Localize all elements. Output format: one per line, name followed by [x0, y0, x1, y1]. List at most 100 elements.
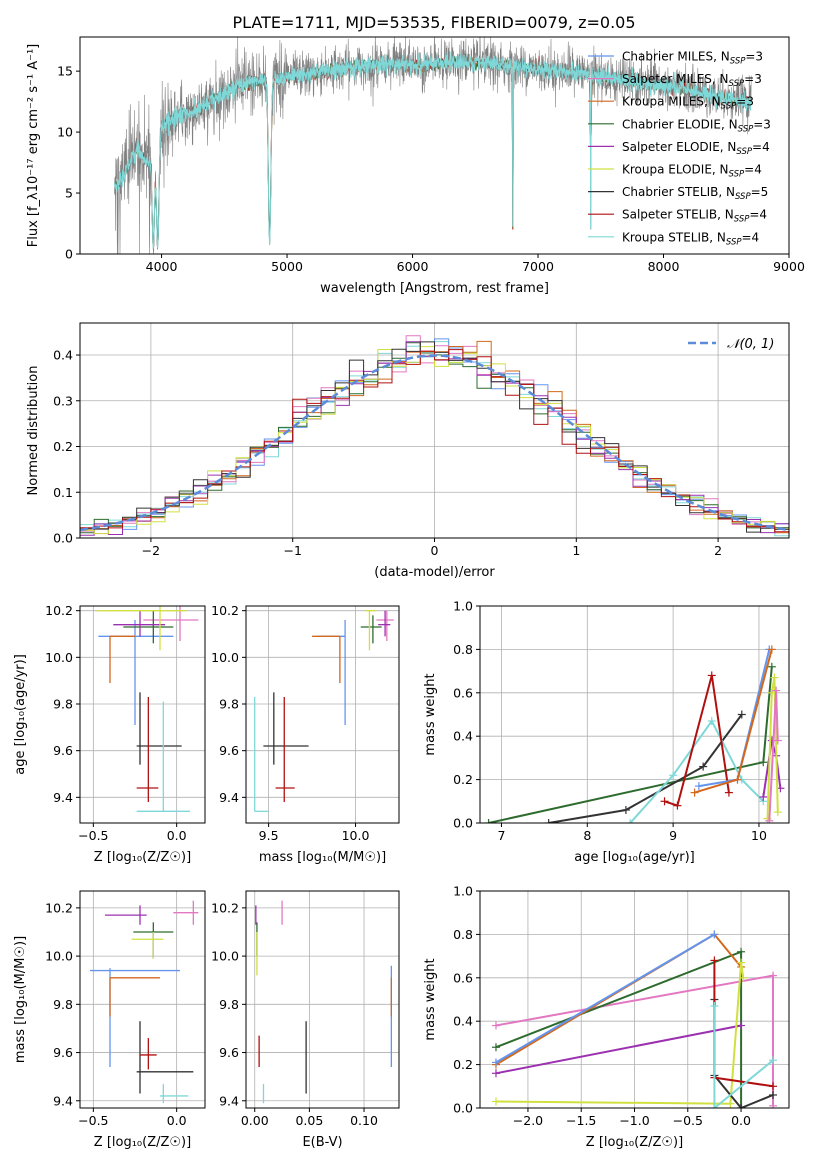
y-tick-label: 9.6: [219, 1045, 239, 1060]
x-axis-label: Z [log₁₀(Z/Z☉)]: [94, 850, 191, 865]
axes: −2.0 −1.5 −1.0 −0.5 0.0 0.0 0.2 0.4 0.6 0.8 1.0 Z […: [423, 884, 790, 1150]
x-axis-label: Z [log₁₀(Z/Z☉)]: [586, 1135, 683, 1150]
legend-label: Chabrier STELIB, NSSP=5: [622, 185, 768, 202]
y-tick-label: 5: [65, 186, 73, 201]
x-tick-label: 5000: [271, 259, 303, 274]
x-axis-label: E(B-V): [302, 1135, 342, 1150]
y-tick-label: 0.2: [53, 439, 73, 454]
legend-label: Kroupa STELIB, NSSP=4: [622, 230, 759, 247]
y-tick-label: 9.6: [53, 743, 73, 758]
x-tick-label: 9.5: [259, 828, 279, 843]
x-tick-label: −0.5: [78, 828, 108, 843]
series-line: [495, 933, 715, 1064]
x-axis-label: Z [log₁₀(Z/Z☉)]: [94, 1135, 191, 1150]
y-tick-label: 0.4: [453, 1014, 473, 1029]
mass-weight-vs-metallicity-panel: −2.0 −1.5 −1.0 −0.5 0.0 0.0 0.2 0.4 0.6 0.8 1.0 Z […: [423, 884, 790, 1150]
legend-label: Chabrier ELODIE, NSSP=3: [622, 117, 771, 134]
plot-area: [114, 37, 752, 254]
x-tick-label: 9: [669, 828, 677, 843]
plot-area: [484, 645, 785, 823]
x-axis-label: wavelength [Angstrom, rest frame]: [320, 281, 549, 296]
y-tick-label: 10.2: [45, 603, 73, 618]
x-tick-label: 4000: [146, 259, 178, 274]
x-tick-label: −2: [142, 543, 160, 558]
axes: −0.5 0.0 9.4 9.6 9.8 10.0 10.2 Z [log₁₀(Z/Z☉)] m…: [13, 890, 206, 1150]
y-tick-label: 9.4: [219, 1093, 239, 1108]
spectrum-legend: Chabrier MILES, NSSP=3 Salpeter MILES, NS…: [588, 50, 771, 247]
y-tick-label: 9.6: [53, 1045, 73, 1060]
x-tick-label: 0.05: [295, 1113, 323, 1128]
x-axis-label: (data-model)/error: [374, 565, 495, 580]
legend-label: Kroupa ELODIE, NSSP=4: [622, 163, 762, 180]
y-tick-label: 10.2: [211, 900, 239, 915]
mass-vs-metallicity-panel: −0.5 0.0 9.4 9.6 9.8 10.0 10.2 Z [log₁₀(Z/Z☉)] m…: [13, 890, 206, 1150]
y-tick-label: 0.2: [453, 1057, 473, 1072]
plot-area: [255, 900, 393, 1104]
x-tick-label: 8: [583, 828, 591, 843]
series-line: [495, 962, 745, 1105]
x-tick-label: −1: [283, 543, 301, 558]
axes: 9.5 10.0 9.4 9.6 9.8 10.0 10.2 mass [log₁₀(M/M☉…: [211, 603, 400, 865]
y-axis-label: mass weight: [423, 958, 438, 1040]
plot-area: [96, 606, 199, 812]
axes-frame: [79, 36, 790, 255]
y-tick-label: 9.4: [219, 790, 239, 805]
axes-frame: [245, 890, 400, 1109]
y-tick-label: 10: [57, 125, 73, 140]
y-tick-label: 10.2: [45, 900, 73, 915]
x-tick-label: 8000: [648, 259, 680, 274]
x-tick-label: −2.0: [513, 1113, 543, 1128]
figure-title: PLATE=1711, MJD=53535, FIBERID=0079, z=0…: [232, 13, 635, 32]
y-tick-label: 10.2: [211, 603, 239, 618]
x-tick-label: 6000: [397, 259, 429, 274]
x-tick-label: 2: [714, 543, 722, 558]
y-tick-label: 10.0: [45, 650, 73, 665]
y-tick-label: 15: [57, 64, 73, 79]
axes-frame: [479, 605, 790, 824]
x-tick-label: 0.0: [167, 1113, 187, 1128]
histogram-step: [80, 349, 789, 538]
residual-histogram-panel: −2 −1 0 1 2 0.0 0.1 0.2 0.3 0.4 (data-model)/error…: [26, 322, 790, 580]
y-tick-label: 0.4: [53, 348, 73, 363]
y-tick-label: 1.0: [453, 884, 473, 899]
series-line: [664, 675, 730, 807]
series-line: [495, 1024, 742, 1075]
y-axis-label: mass weight: [423, 673, 438, 755]
y-tick-label: 9.4: [53, 1093, 73, 1108]
y-tick-label: 0.1: [53, 485, 73, 500]
plot-area: [254, 610, 394, 812]
best-fit-model-line: [114, 51, 752, 250]
y-tick-label: 9.8: [219, 997, 239, 1012]
y-tick-label: 9.4: [53, 790, 73, 805]
x-tick-label: 7000: [522, 259, 554, 274]
age-vs-metallicity-panel: −0.5 0.0 9.4 9.6 9.8 10.0 10.2 Z [log₁₀(Z/Z☉)] a…: [13, 603, 206, 865]
normal-reference-curve: [80, 354, 787, 532]
x-tick-label: 0.0: [167, 828, 187, 843]
plot-area: [491, 930, 778, 1108]
legend-label: Kroupa MILES, NSSP=3: [622, 95, 754, 112]
axes: −2 −1 0 1 2 0.0 0.1 0.2 0.3 0.4 (data-model)/error…: [26, 322, 790, 580]
x-tick-label: 0.0: [731, 1113, 751, 1128]
y-tick-label: 9.8: [53, 997, 73, 1012]
x-tick-label: 10: [751, 828, 767, 843]
legend-label: Salpeter ELODIE, NSSP=4: [622, 140, 770, 157]
axes: 0.00 0.05 0.10 9.4 9.6 9.8 10.0 10.2 E(B-V): [211, 890, 400, 1150]
y-axis-label: age [log₁₀(age/yr)]: [13, 654, 28, 775]
x-tick-label: −0.5: [673, 1113, 703, 1128]
legend-label: Chabrier MILES, NSSP=3: [622, 50, 763, 67]
legend-label: 𝒩(0, 1): [727, 337, 774, 352]
y-tick-label: 0.3: [53, 393, 73, 408]
series-line: [713, 1006, 774, 1108]
x-tick-label: 1: [572, 543, 580, 558]
plot-area: [90, 900, 199, 1104]
y-tick-label: 0.8: [453, 642, 473, 657]
spectrum-panel: 4000 5000 6000 7000 8000 9000 0 5 10 15 wavelength…: [26, 36, 805, 296]
series-line: [766, 677, 779, 819]
x-tick-label: 10.0: [342, 828, 370, 843]
y-tick-label: 10.0: [45, 949, 73, 964]
x-tick-label: 0: [431, 543, 439, 558]
x-tick-label: 7: [497, 828, 505, 843]
histogram-step: [80, 341, 789, 538]
y-tick-label: 1.0: [453, 599, 473, 614]
